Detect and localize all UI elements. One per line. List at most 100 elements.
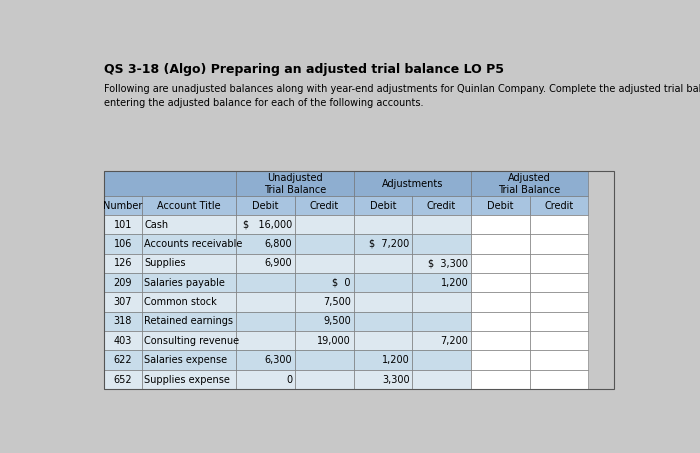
Bar xyxy=(237,351,295,370)
Bar xyxy=(295,196,354,215)
Bar xyxy=(354,273,412,292)
Text: 19,000: 19,000 xyxy=(317,336,351,346)
Bar xyxy=(471,196,530,215)
Bar xyxy=(471,370,530,389)
Text: 101: 101 xyxy=(113,220,132,230)
Bar xyxy=(104,171,614,389)
Text: 3,300: 3,300 xyxy=(382,375,410,385)
Text: Account Title: Account Title xyxy=(158,201,221,211)
Bar xyxy=(530,292,588,312)
Text: 6,300: 6,300 xyxy=(265,355,293,365)
Bar xyxy=(354,254,412,273)
Bar xyxy=(354,331,412,351)
Text: Debit: Debit xyxy=(370,201,396,211)
Bar xyxy=(237,234,295,254)
Bar xyxy=(530,370,588,389)
Text: $   16,000: $ 16,000 xyxy=(243,220,293,230)
Bar xyxy=(104,331,142,351)
Text: Credit: Credit xyxy=(545,201,573,211)
Bar xyxy=(104,292,142,312)
Bar xyxy=(142,331,237,351)
Bar xyxy=(295,351,354,370)
Bar xyxy=(295,292,354,312)
Text: Common stock: Common stock xyxy=(144,297,217,307)
Bar xyxy=(142,254,237,273)
Bar xyxy=(412,331,471,351)
Bar xyxy=(104,196,142,215)
Bar xyxy=(104,254,142,273)
Text: 106: 106 xyxy=(113,239,132,249)
Bar xyxy=(412,215,471,234)
Bar xyxy=(142,351,237,370)
Bar xyxy=(354,234,412,254)
Text: Unadjusted
Trial Balance: Unadjusted Trial Balance xyxy=(264,173,326,194)
Text: 209: 209 xyxy=(113,278,132,288)
Text: Number: Number xyxy=(103,201,143,211)
Text: 1,200: 1,200 xyxy=(440,278,468,288)
Bar xyxy=(142,370,237,389)
Bar xyxy=(354,351,412,370)
Bar xyxy=(471,254,530,273)
Text: 1,200: 1,200 xyxy=(382,355,409,365)
Bar xyxy=(104,370,142,389)
Bar xyxy=(354,171,471,196)
Bar xyxy=(530,331,588,351)
Bar xyxy=(530,215,588,234)
Text: 652: 652 xyxy=(113,375,132,385)
Text: 318: 318 xyxy=(113,316,132,327)
Text: Accounts receivable: Accounts receivable xyxy=(144,239,243,249)
Bar xyxy=(471,234,530,254)
Text: Consulting revenue: Consulting revenue xyxy=(144,336,239,346)
Bar xyxy=(530,196,588,215)
Bar xyxy=(471,171,588,196)
Bar xyxy=(471,273,530,292)
Bar xyxy=(142,196,237,215)
Text: 126: 126 xyxy=(113,258,132,268)
Bar xyxy=(471,351,530,370)
Bar xyxy=(412,273,471,292)
Bar xyxy=(412,292,471,312)
Text: 7,200: 7,200 xyxy=(440,336,468,346)
Bar xyxy=(237,215,295,234)
Bar xyxy=(295,215,354,234)
Bar xyxy=(295,273,354,292)
Text: Adjusted
Trial Balance: Adjusted Trial Balance xyxy=(498,173,561,194)
Text: Credit: Credit xyxy=(309,201,339,211)
Text: Adjustments: Adjustments xyxy=(382,179,443,189)
Bar xyxy=(354,292,412,312)
Bar xyxy=(471,215,530,234)
Bar xyxy=(104,234,142,254)
Bar xyxy=(530,254,588,273)
Bar xyxy=(530,351,588,370)
Bar xyxy=(412,370,471,389)
Text: QS 3-18 (Algo) Preparing an adjusted trial balance LO P5: QS 3-18 (Algo) Preparing an adjusted tri… xyxy=(104,63,504,76)
Bar xyxy=(104,273,142,292)
Bar xyxy=(104,215,142,234)
Bar xyxy=(237,196,295,215)
Bar xyxy=(104,312,142,331)
Text: Credit: Credit xyxy=(427,201,456,211)
Bar xyxy=(237,331,295,351)
Bar xyxy=(412,351,471,370)
Text: Salaries payable: Salaries payable xyxy=(144,278,225,288)
Bar xyxy=(142,273,237,292)
Bar xyxy=(412,196,471,215)
Bar xyxy=(295,331,354,351)
Bar xyxy=(354,215,412,234)
Bar xyxy=(412,312,471,331)
Text: 403: 403 xyxy=(113,336,132,346)
Text: 9,500: 9,500 xyxy=(323,316,351,327)
Text: Retained earnings: Retained earnings xyxy=(144,316,233,327)
Bar xyxy=(530,273,588,292)
Bar xyxy=(530,312,588,331)
Bar xyxy=(237,171,354,196)
Bar xyxy=(530,234,588,254)
Text: 6,800: 6,800 xyxy=(265,239,293,249)
Bar xyxy=(142,312,237,331)
Text: $  7,200: $ 7,200 xyxy=(370,239,410,249)
Bar xyxy=(295,254,354,273)
Bar xyxy=(142,234,237,254)
Text: Debit: Debit xyxy=(253,201,279,211)
Text: 6,900: 6,900 xyxy=(265,258,293,268)
Text: Supplies: Supplies xyxy=(144,258,186,268)
